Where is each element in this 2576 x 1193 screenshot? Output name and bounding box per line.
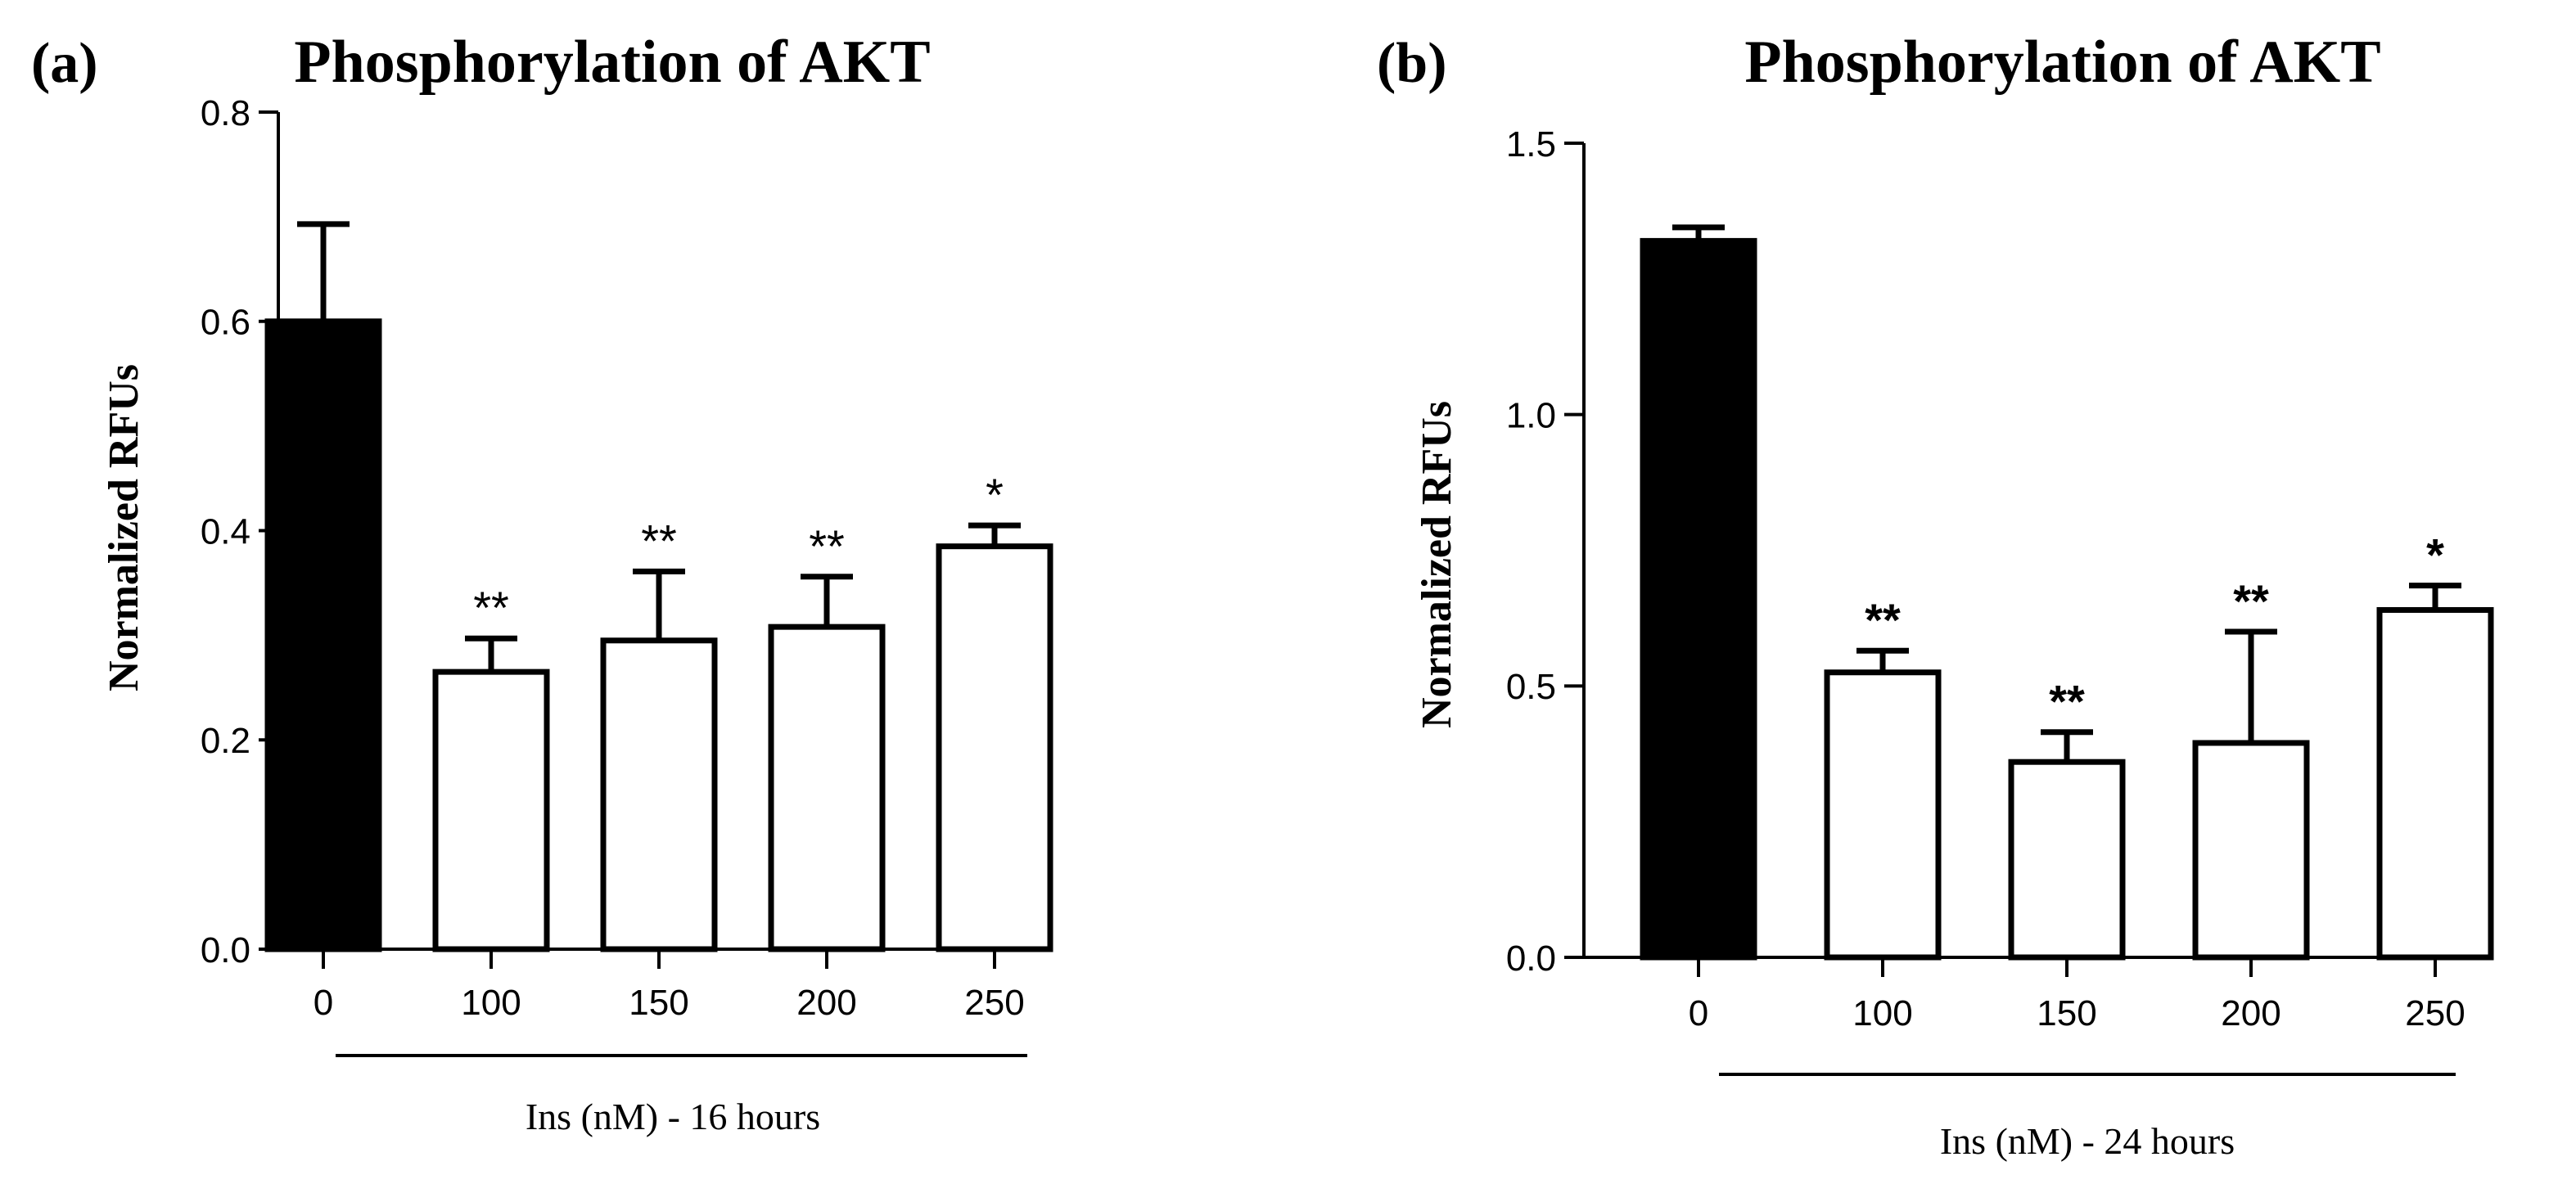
significance-marker: **	[2049, 676, 2085, 727]
bar-250	[2376, 606, 2494, 961]
y-tick-label: 0.6	[201, 303, 250, 343]
bar-250	[936, 543, 1053, 952]
y-tick-label: 0.5	[1506, 667, 1556, 707]
bar-0	[264, 318, 382, 952]
y-tick-label: 0.8	[201, 93, 250, 133]
y-axis-label: Normalized RFUs	[1414, 401, 1460, 728]
bar-100	[1824, 669, 1942, 961]
bar-200	[768, 624, 886, 952]
bar-200	[2192, 740, 2310, 961]
chart-title: Phosphorylation of AKT	[1744, 29, 2380, 96]
panel-label: (a)	[31, 32, 98, 95]
bar-150	[2008, 759, 2126, 961]
significance-marker: **	[1865, 594, 1901, 646]
plot-area: 0.0 0.2 0.4 0.6 0.8 0 100 ** 150 ** 200 ** 250 *	[201, 93, 1053, 1023]
x-tick-label: 100	[1852, 993, 1912, 1033]
bar-150	[600, 637, 718, 952]
chart-title: Phosphorylation of AKT	[294, 29, 930, 96]
y-tick-label: 0.0	[1506, 939, 1556, 979]
significance-marker: **	[2233, 575, 2269, 627]
y-tick-label: 0.0	[201, 930, 250, 970]
panel-a: (a) Phosphorylation of AKT Normalized RF…	[31, 29, 1053, 1137]
y-tick-label: 1.5	[1506, 124, 1556, 164]
x-tick-label: 150	[629, 983, 688, 1023]
x-tick-label: 0	[1689, 993, 1708, 1033]
y-axis-label: Normalized RFUs	[101, 364, 147, 691]
significance-marker: **	[641, 515, 677, 566]
significance-marker: **	[809, 520, 845, 572]
bar-100	[432, 669, 550, 952]
x-tick-label: 200	[2221, 993, 2281, 1033]
x-tick-label: 250	[964, 983, 1024, 1023]
significance-marker: *	[986, 469, 1004, 520]
x-axis-label: Ins (nM) - 16 hours	[526, 1096, 820, 1137]
x-tick-label: 200	[796, 983, 856, 1023]
x-tick-label: 250	[2405, 993, 2465, 1033]
y-tick-label: 0.4	[201, 511, 250, 551]
y-tick-label: 1.0	[1506, 396, 1556, 436]
x-tick-label: 0	[314, 983, 333, 1023]
significance-marker: *	[2426, 529, 2444, 581]
x-tick-label: 150	[2037, 993, 2096, 1033]
bar-0	[1640, 237, 1757, 961]
significance-marker: **	[473, 582, 509, 633]
y-tick-label: 0.2	[201, 721, 250, 761]
x-axis-label: Ins (nM) - 24 hours	[1940, 1120, 2235, 1162]
panel-label: (b)	[1377, 32, 1447, 95]
plot-area: 0.0 0.5 1.0 1.5 0 100 ** 150 ** 200 ** 250 *	[1506, 124, 2494, 1033]
panel-b: (b) Phosphorylation of AKT Normalized RF…	[1377, 29, 2494, 1162]
x-tick-label: 100	[461, 983, 521, 1023]
